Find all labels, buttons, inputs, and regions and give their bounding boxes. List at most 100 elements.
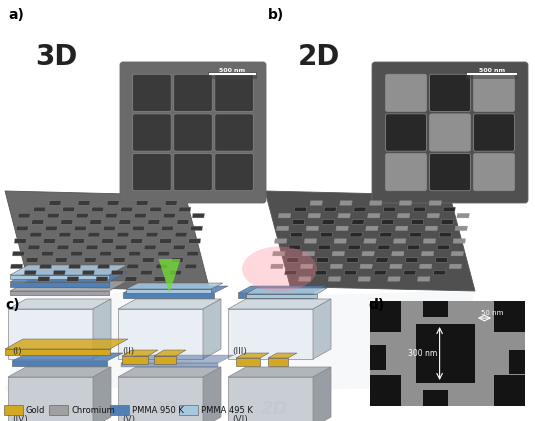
Polygon shape xyxy=(286,258,299,262)
Bar xyxy=(228,309,313,359)
Polygon shape xyxy=(185,264,197,269)
Polygon shape xyxy=(5,339,128,349)
Polygon shape xyxy=(26,258,38,262)
Text: (V): (V) xyxy=(122,415,135,421)
Polygon shape xyxy=(33,207,45,211)
Polygon shape xyxy=(146,232,158,237)
Polygon shape xyxy=(154,277,166,281)
Polygon shape xyxy=(313,299,331,359)
Polygon shape xyxy=(433,270,446,275)
Polygon shape xyxy=(5,291,210,391)
Polygon shape xyxy=(125,277,137,281)
Bar xyxy=(509,349,525,374)
Polygon shape xyxy=(72,239,85,243)
Polygon shape xyxy=(8,367,111,377)
Polygon shape xyxy=(340,201,352,205)
Polygon shape xyxy=(74,226,87,231)
Bar xyxy=(10,282,109,287)
Polygon shape xyxy=(351,220,364,224)
Bar xyxy=(416,324,475,383)
FancyBboxPatch shape xyxy=(430,154,470,191)
FancyBboxPatch shape xyxy=(180,405,198,416)
FancyBboxPatch shape xyxy=(386,114,426,151)
Polygon shape xyxy=(86,245,98,250)
FancyBboxPatch shape xyxy=(473,154,515,191)
Polygon shape xyxy=(453,239,465,243)
Polygon shape xyxy=(449,264,462,269)
Polygon shape xyxy=(10,281,127,291)
Polygon shape xyxy=(443,207,455,211)
Polygon shape xyxy=(57,245,69,250)
Bar xyxy=(466,72,518,80)
Text: 3D: 3D xyxy=(151,400,179,418)
Polygon shape xyxy=(360,264,372,269)
Polygon shape xyxy=(30,232,42,237)
Text: (IV): (IV) xyxy=(12,415,28,421)
Polygon shape xyxy=(322,220,334,224)
Polygon shape xyxy=(118,299,221,309)
Polygon shape xyxy=(320,232,333,237)
Polygon shape xyxy=(330,264,343,269)
Polygon shape xyxy=(268,353,297,358)
Polygon shape xyxy=(190,226,203,231)
Polygon shape xyxy=(417,277,430,281)
Text: 2D: 2D xyxy=(298,43,340,71)
Polygon shape xyxy=(368,213,380,218)
Polygon shape xyxy=(179,207,191,211)
Polygon shape xyxy=(379,232,392,237)
Bar xyxy=(370,375,401,406)
Polygon shape xyxy=(455,226,468,231)
FancyBboxPatch shape xyxy=(473,114,515,151)
Polygon shape xyxy=(421,251,434,256)
Polygon shape xyxy=(411,220,424,224)
Polygon shape xyxy=(376,258,388,262)
Polygon shape xyxy=(105,213,117,218)
Polygon shape xyxy=(41,251,54,256)
Polygon shape xyxy=(142,258,155,262)
Polygon shape xyxy=(134,213,147,218)
Bar xyxy=(10,291,109,295)
Polygon shape xyxy=(381,220,394,224)
Polygon shape xyxy=(128,251,141,256)
Polygon shape xyxy=(43,239,56,243)
Polygon shape xyxy=(40,264,52,269)
Bar xyxy=(246,294,317,298)
Polygon shape xyxy=(246,288,327,294)
Polygon shape xyxy=(169,270,181,275)
Polygon shape xyxy=(158,259,180,293)
Polygon shape xyxy=(68,264,81,269)
Polygon shape xyxy=(10,265,127,275)
Polygon shape xyxy=(150,207,162,211)
Polygon shape xyxy=(148,220,160,224)
Polygon shape xyxy=(177,220,189,224)
Polygon shape xyxy=(271,264,283,269)
Polygon shape xyxy=(348,245,361,250)
Polygon shape xyxy=(384,207,396,211)
Polygon shape xyxy=(265,291,475,391)
Polygon shape xyxy=(441,220,454,224)
Polygon shape xyxy=(425,226,438,231)
Polygon shape xyxy=(140,270,152,275)
Polygon shape xyxy=(126,283,223,289)
Polygon shape xyxy=(163,213,175,218)
Polygon shape xyxy=(67,277,79,281)
Bar xyxy=(8,309,93,359)
Polygon shape xyxy=(274,239,287,243)
FancyBboxPatch shape xyxy=(473,74,515,112)
Bar xyxy=(370,345,386,370)
Polygon shape xyxy=(294,207,307,211)
Polygon shape xyxy=(187,251,199,256)
Polygon shape xyxy=(93,299,111,359)
Polygon shape xyxy=(378,245,390,250)
Polygon shape xyxy=(344,270,357,275)
Text: 2D: 2D xyxy=(261,400,288,418)
Bar xyxy=(238,293,313,298)
Polygon shape xyxy=(156,264,168,269)
Polygon shape xyxy=(238,286,326,293)
Polygon shape xyxy=(192,213,204,218)
Polygon shape xyxy=(203,367,221,421)
Bar xyxy=(10,275,109,279)
Polygon shape xyxy=(306,226,319,231)
Polygon shape xyxy=(115,245,127,250)
Polygon shape xyxy=(332,251,345,256)
